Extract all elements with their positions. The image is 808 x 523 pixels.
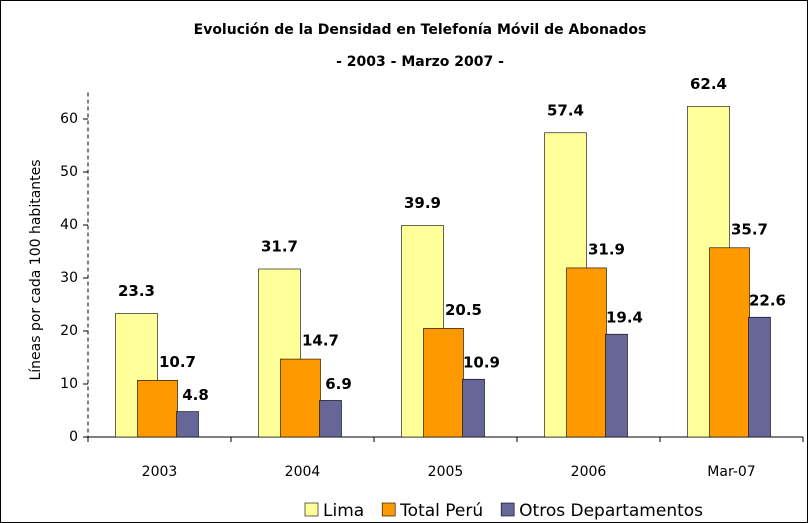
bar	[176, 411, 199, 438]
y-tick-label: 40	[60, 217, 78, 233]
x-tick-label: 2004	[285, 464, 321, 480]
y-tick-label: 50	[60, 164, 78, 180]
bar	[605, 333, 628, 438]
value-label: 57.4	[547, 101, 584, 119]
y-tick-label: 20	[60, 323, 78, 339]
x-tick-label: 2006	[571, 464, 607, 480]
bar	[319, 400, 342, 438]
y-tick-label: 60	[60, 111, 78, 127]
legend-label: Total Perú	[399, 501, 483, 521]
legend-label: Lima	[323, 501, 364, 521]
legend-swatch	[304, 502, 319, 517]
value-label: 14.7	[302, 332, 339, 350]
bar	[280, 358, 321, 438]
bar	[748, 316, 771, 438]
y-axis-label: Líneas por cada 100 habitantes	[28, 159, 44, 380]
legend-swatch	[381, 502, 396, 517]
legend-label: Otros Departamentos	[519, 501, 703, 521]
bar	[566, 267, 607, 438]
value-label: 62.4	[690, 75, 727, 93]
value-label: 23.3	[118, 282, 155, 300]
y-tick-label: 10	[60, 376, 78, 392]
value-label: 20.5	[445, 301, 482, 319]
value-label: 4.8	[182, 386, 209, 404]
value-label: 31.9	[588, 240, 625, 258]
value-label: 22.6	[749, 292, 786, 310]
value-label: 31.7	[261, 237, 298, 255]
chart-subtitle: - 2003 - Marzo 2007 -	[336, 54, 504, 70]
value-label: 19.4	[606, 309, 643, 327]
bar	[137, 379, 178, 438]
x-tick-label: 2005	[428, 464, 464, 480]
y-tick-label: 30	[60, 270, 78, 286]
chart-title: Evolución de la Densidad en Telefonía Mó…	[194, 22, 647, 38]
value-label: 10.9	[463, 354, 500, 372]
x-tick-label: 2003	[142, 464, 178, 480]
y-tick-label: 0	[69, 429, 78, 445]
bar	[423, 328, 464, 438]
value-label: 6.9	[325, 375, 352, 393]
legend-swatch	[500, 502, 515, 517]
value-label: 35.7	[731, 220, 768, 238]
value-label: 10.7	[159, 353, 196, 371]
bar	[709, 247, 750, 438]
bar	[462, 378, 485, 438]
x-tick-label: Mar-07	[707, 464, 755, 480]
value-label: 39.9	[404, 194, 441, 212]
